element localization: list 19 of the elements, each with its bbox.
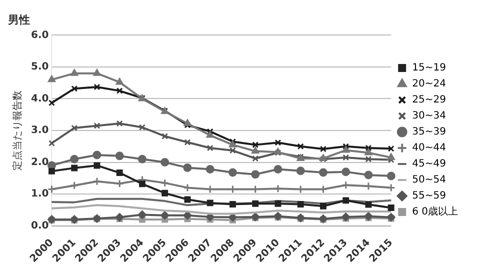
legend-label: 6 0歳以上 xyxy=(412,206,458,218)
legend-label: 30~34 xyxy=(412,110,446,122)
y-tick-label: 6.0 xyxy=(30,30,49,41)
y-tick-label: 0.0 xyxy=(30,220,49,232)
legend-label: 15~19 xyxy=(412,62,446,74)
legend-label: 35~39 xyxy=(412,126,446,138)
y-tick-label: 5.0 xyxy=(30,62,49,73)
legend-label: 40~44 xyxy=(412,142,446,154)
legend-label: 20~24 xyxy=(412,78,446,90)
legend-label: 25~29 xyxy=(412,94,446,106)
y-tick-label: 1.0 xyxy=(30,188,49,200)
legend-label: 50~54 xyxy=(412,174,446,186)
y-axis-title: 定点当たり報告数 xyxy=(12,90,24,171)
y-tick-label: 3.0 xyxy=(30,125,49,136)
legend-label: 55~59 xyxy=(412,190,446,202)
y-tick-label: 2.0 xyxy=(30,156,49,168)
y-tick-label: 4.0 xyxy=(30,93,49,104)
legend-label: 45~49 xyxy=(412,158,446,170)
chart-title: 男性 xyxy=(7,13,30,26)
